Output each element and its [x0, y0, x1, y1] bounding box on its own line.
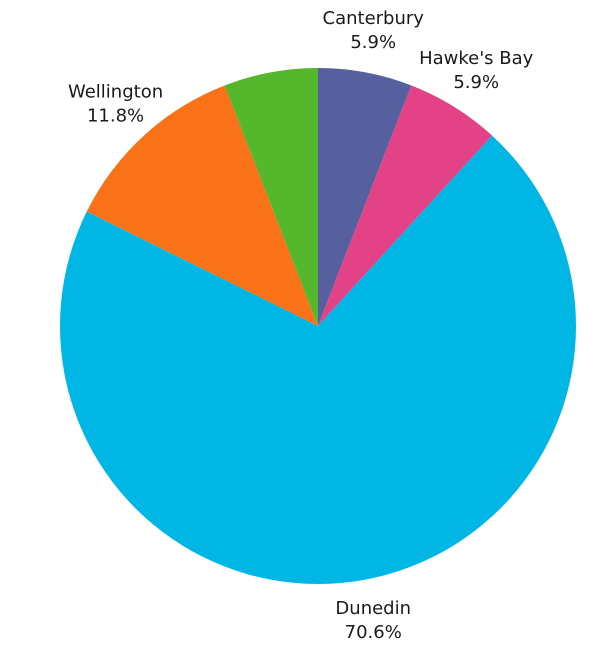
- pie-slice-unlabeled-4: [224, 68, 318, 326]
- pie-slice-hawke-s-bay: [318, 85, 493, 327]
- pie-slice-wellington: [86, 85, 318, 327]
- pie-slices: [59, 68, 576, 584]
- pie-slice-dunedin: [59, 135, 576, 584]
- pie-label-wellington: Wellington: [68, 82, 163, 103]
- pie-label-hawke-s-bay: Hawke's Bay: [419, 48, 534, 69]
- pie-value-label-dunedin: 70.6%: [345, 622, 402, 643]
- pie-value-label-hawke-s-bay: 5.9%: [453, 72, 499, 93]
- pie-label-dunedin: Dunedin: [335, 598, 411, 619]
- pie-label-canterbury: Canterbury: [323, 8, 425, 29]
- pie-value-label-canterbury: 5.9%: [350, 32, 396, 53]
- pie-labels: Canterbury 5.9% Hawke's Bay 5.9% Dunedin 70.6…: [68, 8, 534, 643]
- pie-value-label-wellington: 11.8%: [87, 106, 144, 127]
- pie-slice-canterbury: [318, 68, 412, 326]
